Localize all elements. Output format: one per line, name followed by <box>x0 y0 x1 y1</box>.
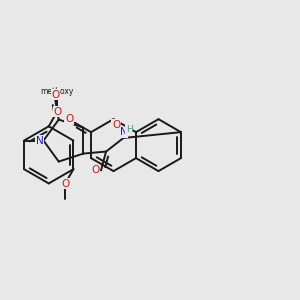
Text: O: O <box>53 107 61 117</box>
Text: O: O <box>91 165 99 176</box>
Text: O: O <box>112 120 120 130</box>
Text: N: N <box>36 136 43 146</box>
Text: N: N <box>119 127 127 137</box>
Text: methoxy: methoxy <box>40 87 74 96</box>
Text: O: O <box>65 115 73 124</box>
Text: O: O <box>61 179 69 189</box>
Text: O: O <box>51 90 59 100</box>
Text: O: O <box>53 107 61 117</box>
Text: H: H <box>126 125 133 134</box>
